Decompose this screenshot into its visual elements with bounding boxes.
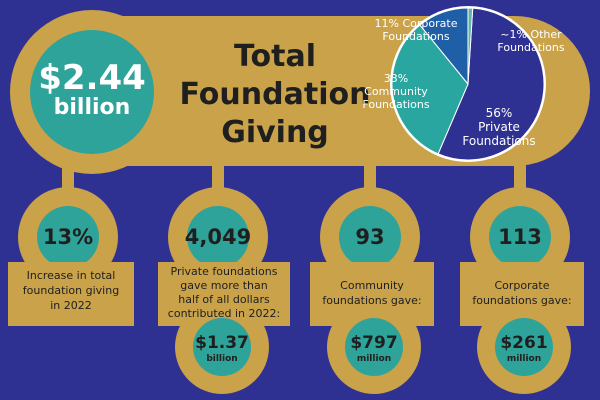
stat2-caption-line2: gave more than — [180, 279, 268, 292]
pie-label-community-line2: Community — [364, 85, 428, 98]
connector-2 — [212, 160, 224, 190]
stat1-value: 13% — [42, 225, 94, 249]
stat1-caption-line2: foundation giving — [22, 284, 120, 297]
connector-1 — [62, 160, 74, 190]
stat2-amount-circle — [193, 318, 251, 376]
stat3-caption-line1: Community — [340, 279, 404, 292]
pie-label-private-line1: 56% — [485, 106, 513, 120]
pie-slice-other — [467, 7, 474, 85]
pie-label-private: 56% Private Foundations — [454, 106, 544, 148]
total-unit: billion — [53, 95, 131, 120]
pie-label-community-line3: Foundations — [362, 98, 430, 111]
title-line-1: Total — [234, 39, 316, 74]
pie-chart — [390, 6, 546, 162]
stat2-circle — [187, 206, 249, 268]
stat1-caption-box — [8, 262, 134, 326]
pie-label-other-line2: Foundations — [497, 41, 565, 54]
stat2-caption-line4: contributed in 2022: — [167, 307, 281, 320]
stat4-circle — [489, 206, 551, 268]
stat2-caption-line1: Private foundations — [170, 265, 278, 278]
pie-label-private-line3: Foundations — [462, 134, 536, 148]
connector-3 — [364, 160, 376, 190]
stat1-circle — [37, 206, 99, 268]
stat1-caption: Increase in total foundation giving in 2… — [8, 268, 134, 313]
stat4-amount: $261 — [500, 333, 548, 353]
stat1-caption-line1: Increase in total — [26, 269, 116, 282]
stat2-caption-line3: half of all dollars — [178, 293, 270, 306]
stat4-caption-line2: foundations gave: — [472, 294, 572, 307]
title-line-2: Foundation — [179, 77, 371, 112]
stat3-amount-circle — [345, 318, 403, 376]
title-line-3: Giving — [221, 115, 329, 150]
stat4-amount-circle — [495, 318, 553, 376]
pie-slice-private — [437, 7, 545, 161]
stat1-caption-line3: in 2022 — [50, 299, 92, 312]
stat3-caption: Community foundations gave: — [310, 278, 434, 308]
pie-label-other-line1: ~1% Other — [500, 28, 562, 41]
stat2-amount: $1.37 — [195, 333, 249, 353]
stat4-amount-unit: million — [506, 354, 542, 364]
pie-label-corporate-line2: Foundations — [382, 30, 450, 43]
stat3-circle — [339, 206, 401, 268]
stat2-amount-unit: billion — [206, 354, 238, 364]
stat3-amount: $797 — [350, 333, 398, 353]
connector-4 — [514, 160, 526, 190]
stat4-caption-line1: Corporate — [494, 279, 550, 292]
total-circle — [30, 30, 154, 154]
pie-label-community: 33% Community Foundations — [346, 72, 446, 111]
pie-label-corporate: 11% Corporate Foundations — [356, 17, 476, 43]
pie-label-corporate-line1: 11% Corporate — [374, 17, 458, 30]
pie-label-community-line1: 33% — [383, 72, 409, 85]
stat3-amount-unit: million — [356, 354, 392, 364]
stat4-caption: Corporate foundations gave: — [460, 278, 584, 308]
stat3-caption-line2: foundations gave: — [322, 294, 422, 307]
stat3-value: 93 — [355, 225, 385, 249]
pie-label-other: ~1% Other Foundations — [476, 28, 586, 54]
stat4-value: 113 — [498, 225, 542, 249]
pie-slice-community — [391, 24, 469, 155]
pie-label-private-line2: Private — [478, 120, 520, 134]
stat2-caption: Private foundations gave more than half … — [158, 265, 290, 321]
total-value: $2.44 — [38, 58, 146, 98]
page-title: Total Foundation Giving — [175, 38, 375, 152]
stat2-value: 4,049 — [184, 225, 252, 249]
